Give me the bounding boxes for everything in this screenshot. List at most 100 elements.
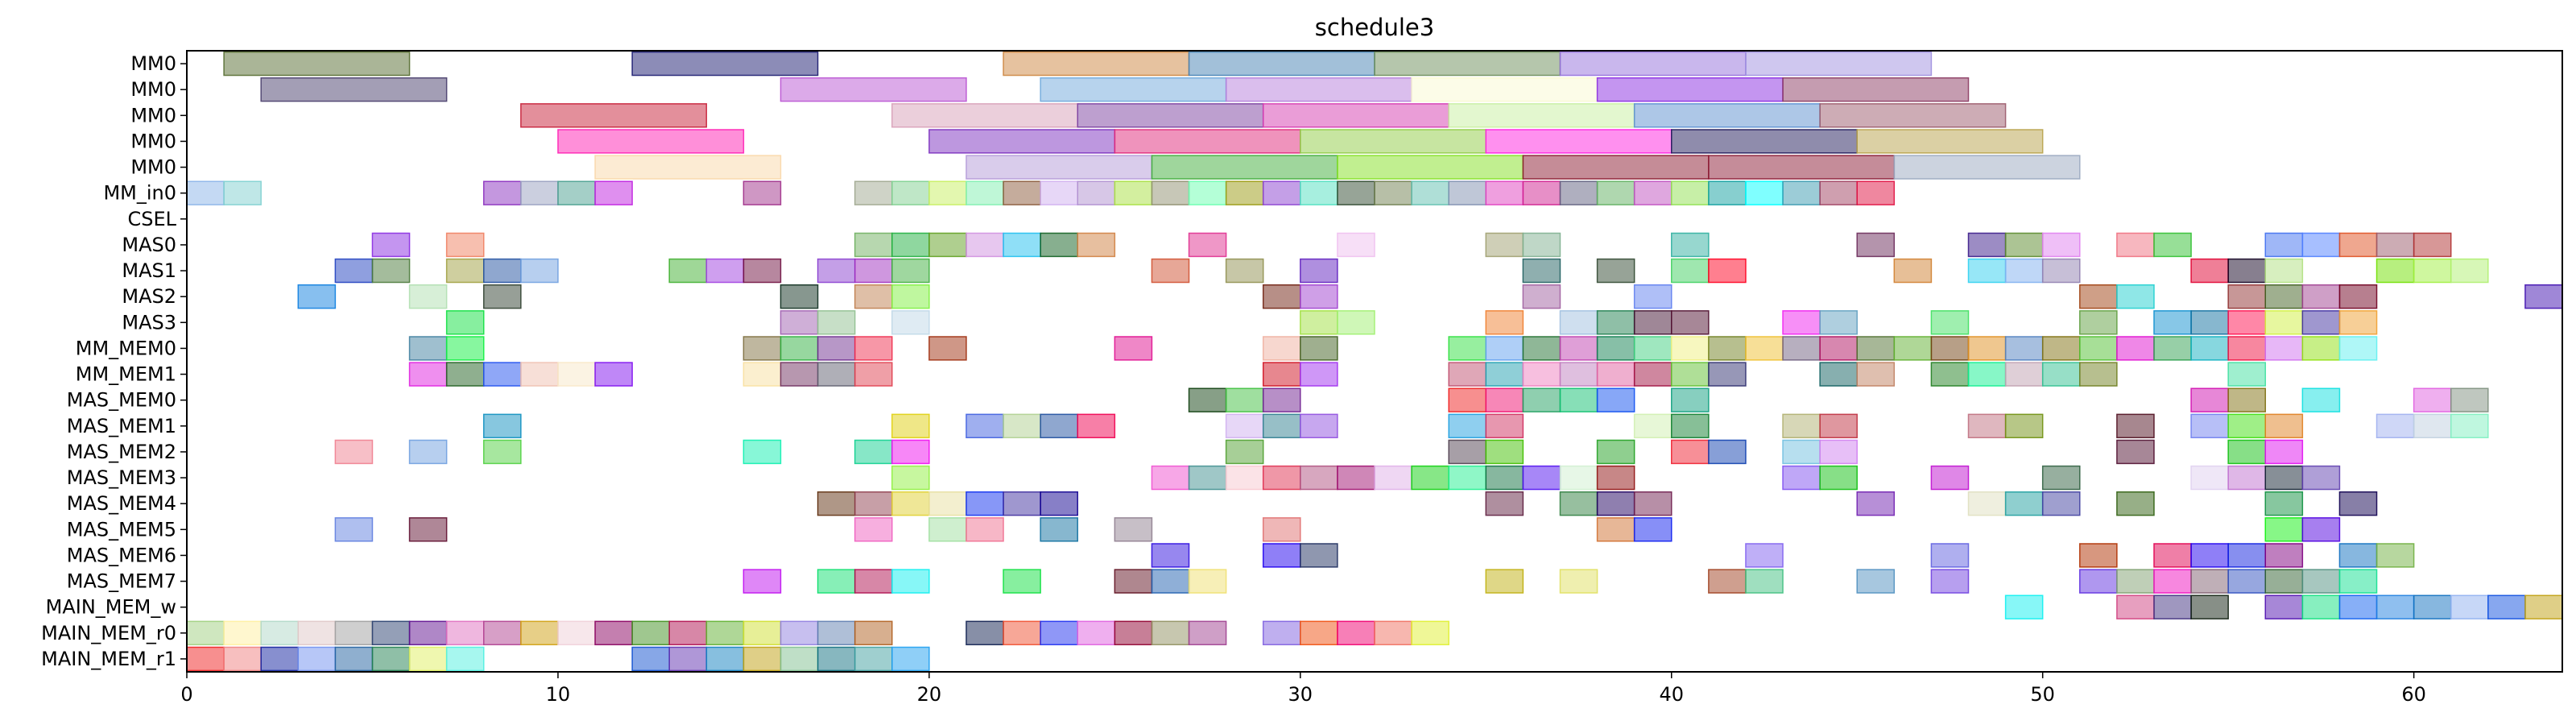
task-bar [1930,465,1970,491]
task-bar [1114,336,1153,361]
task-bar [2079,284,2118,309]
task-bar [408,646,448,672]
task-bar [520,362,559,387]
task-bar [1819,310,1858,335]
task-bar [2116,336,2155,361]
y-tick-label: MM_MEM1 [76,363,176,386]
task-bar [1522,284,1561,309]
task-bar [817,569,856,594]
task-bar [1930,543,1970,568]
task-bar [1300,465,1338,491]
task-bar [1448,103,1635,128]
task-bar [779,620,819,646]
task-bar [1671,129,1858,154]
task-bar [371,646,411,672]
task-bar [1077,413,1116,439]
task-bar [1596,336,1635,361]
y-tick-label: MAS_MEM7 [67,570,176,593]
task-bar [2153,336,2192,361]
task-bar [2041,362,2081,387]
task-bar [928,336,967,361]
y-tick-label: MAS_MEM4 [67,492,176,515]
task-bar [1040,232,1078,258]
task-bar [1485,439,1524,465]
task-bar [2153,232,2192,258]
task-bar [297,620,337,646]
task-bar [1262,362,1301,387]
task-bar [668,620,708,646]
task-bar [2227,439,2266,465]
task-bar [1151,569,1190,594]
task-bar [2190,258,2229,284]
task-bar [2041,258,2081,284]
task-bar [1819,336,1858,361]
task-bar [1967,413,2007,439]
task-bar [2264,594,2304,619]
task-bar [1596,517,1635,542]
task-bar [1782,180,1821,205]
task-bar [817,310,856,335]
task-bar [891,180,930,205]
task-bar [223,646,262,672]
task-bar [854,646,893,672]
task-bar [1077,620,1116,646]
task-bar [1485,465,1524,491]
task-bar [2301,517,2341,542]
task-bar [1225,180,1264,205]
task-bar [445,620,485,646]
task-bar [2116,491,2155,516]
task-bar [891,491,930,516]
task-bar [854,439,893,465]
task-bar [2264,310,2304,335]
task-bar [1448,180,1487,205]
task-bar [1633,362,1673,387]
task-bar [965,620,1004,646]
task-bar [1671,310,1710,335]
task-bar [742,620,782,646]
task-bar [1485,232,1524,258]
task-bar [965,491,1004,516]
task-bar [1114,180,1153,205]
y-tick-label: MAS_MEM2 [67,441,176,463]
task-bar [1485,336,1524,361]
task-bar [1522,258,1561,284]
task-bar [445,336,485,361]
task-bar [483,362,522,387]
task-bar [2004,491,2044,516]
task-bar [1633,180,1673,205]
task-bar [2264,258,2304,284]
task-bar [260,77,448,102]
task-bar [1671,413,1710,439]
task-bar [334,517,374,542]
task-bar [2301,336,2341,361]
task-bar [2301,465,2341,491]
task-bar [2375,413,2415,439]
task-bar [1782,413,1821,439]
y-tick-label: MM0 [130,130,176,152]
task-bar [2375,594,2415,619]
task-bar [1930,310,1970,335]
y-tick-label: MAS2 [122,285,176,308]
task-bar [742,569,782,594]
task-bar [854,569,893,594]
task-bar [1633,336,1673,361]
task-bar [1337,310,1375,335]
task-bar [965,232,1004,258]
task-bar [891,413,930,439]
task-bar [1188,51,1375,77]
task-bar [1225,258,1264,284]
task-bar [1856,362,1896,387]
task-bar [483,258,522,284]
task-bar [2264,232,2304,258]
task-bar [1448,336,1487,361]
task-bar [1485,413,1524,439]
task-bar [1596,439,1635,465]
task-bar [891,439,930,465]
x-axis: 0 10 20 30 40 50 60 [180,672,2426,706]
task-bar [1596,180,1635,205]
task-bar [1819,413,1858,439]
task-bar [1708,180,1747,205]
task-bar [445,362,485,387]
task-bar [1782,310,1821,335]
task-bar [2413,413,2452,439]
